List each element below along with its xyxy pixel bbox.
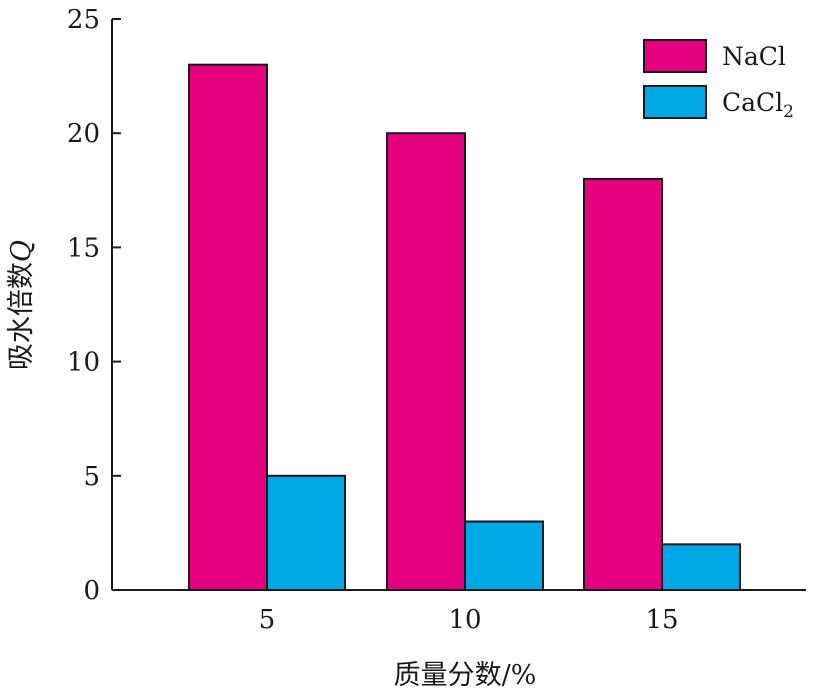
y-axis-title-var: Q [6,240,37,262]
bar-cacl2-10 [464,520,544,591]
bar-nacl-10 [386,132,466,591]
y-tick-label: 15 [67,233,100,263]
y-axis: 0 5 10 15 20 25 [67,5,121,606]
y-tick-label: 25 [67,5,100,35]
legend-label-nacl: NaCl [722,42,786,71]
x-tick-label: 15 [645,605,678,635]
y-tick-label: 10 [67,348,100,378]
y-tick-label: 5 [83,462,100,492]
bar-cacl2-5 [266,474,346,591]
bars [188,63,741,592]
legend-swatch-nacl [643,39,707,73]
legend: NaCl CaCl2 [643,39,794,122]
bar-nacl-5 [188,63,268,592]
legend-swatch-cacl2 [643,85,707,119]
bar-cacl2-15 [661,543,741,592]
y-axis-title-main: 吸水倍数 [6,262,37,370]
y-axis-title: 吸水倍数Q [6,240,37,370]
x-tick-label: 5 [259,605,276,635]
bar-nacl-15 [583,177,663,591]
y-tick-label: 0 [83,576,100,606]
y-tick-label: 20 [67,119,100,149]
x-axis-title: 质量分数/% [394,660,537,691]
legend-label-cacl2: CaCl2 [722,88,794,122]
x-tick-label: 10 [448,605,481,635]
